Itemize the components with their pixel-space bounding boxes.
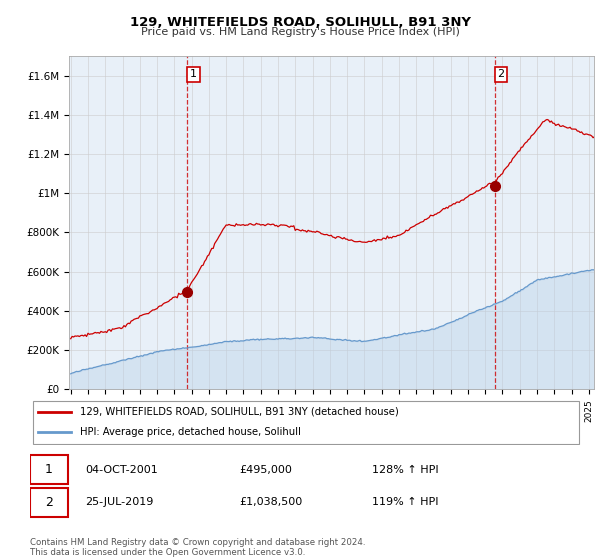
Text: 119% ↑ HPI: 119% ↑ HPI (372, 497, 439, 507)
Text: Price paid vs. HM Land Registry's House Price Index (HPI): Price paid vs. HM Land Registry's House … (140, 27, 460, 37)
Text: 25-JUL-2019: 25-JUL-2019 (85, 497, 154, 507)
Text: 129, WHITEFIELDS ROAD, SOLIHULL, B91 3NY: 129, WHITEFIELDS ROAD, SOLIHULL, B91 3NY (130, 16, 470, 29)
FancyBboxPatch shape (33, 400, 579, 444)
Text: 04-OCT-2001: 04-OCT-2001 (85, 465, 158, 475)
Text: 1: 1 (190, 69, 197, 80)
Text: 2: 2 (45, 496, 53, 509)
Text: Contains HM Land Registry data © Crown copyright and database right 2024.
This d: Contains HM Land Registry data © Crown c… (30, 538, 365, 557)
FancyBboxPatch shape (30, 455, 68, 484)
Text: HPI: Average price, detached house, Solihull: HPI: Average price, detached house, Soli… (80, 427, 301, 437)
Text: 129, WHITEFIELDS ROAD, SOLIHULL, B91 3NY (detached house): 129, WHITEFIELDS ROAD, SOLIHULL, B91 3NY… (80, 407, 398, 417)
Text: 2: 2 (497, 69, 505, 80)
Text: £1,038,500: £1,038,500 (240, 497, 303, 507)
Text: 128% ↑ HPI: 128% ↑ HPI (372, 465, 439, 475)
Text: £495,000: £495,000 (240, 465, 293, 475)
FancyBboxPatch shape (30, 488, 68, 517)
Text: 1: 1 (45, 463, 53, 477)
